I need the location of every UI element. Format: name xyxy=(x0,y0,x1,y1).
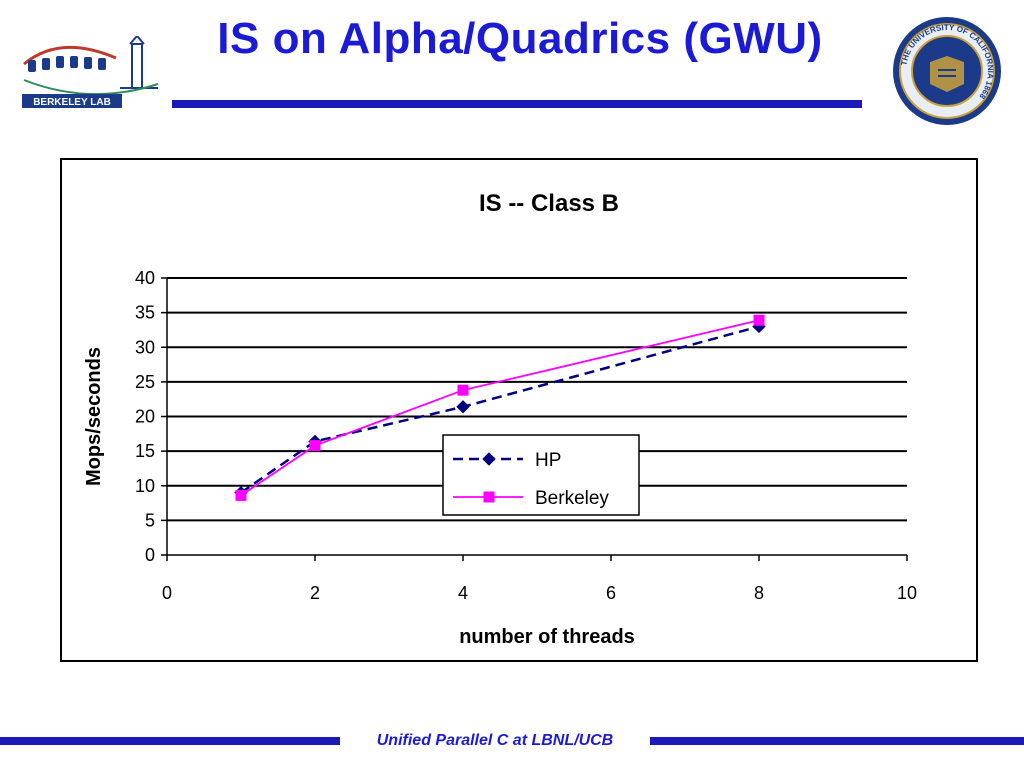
series-line-berkeley xyxy=(240,319,760,497)
berkeley-lab-logo: BERKELEY LAB xyxy=(20,34,160,112)
footer-rule-left xyxy=(0,737,340,745)
lab-logo-text: BERKELEY LAB xyxy=(33,97,111,108)
legend-marker-berkeley xyxy=(483,491,495,503)
legend-box xyxy=(442,434,640,516)
line-chart: IS -- Class B 0 5 10 15 20 25 30 35 40 0 2 4 6 8 10 numb… xyxy=(83,190,917,648)
university-of-california-seal: THE UNIVERSITY OF CALIFORNIA 1868 xyxy=(890,14,1004,128)
y-tick-label: 40 xyxy=(135,268,155,288)
y-tick-label: 10 xyxy=(135,476,155,496)
data-point-hp xyxy=(456,400,470,414)
footer-rule-right xyxy=(650,737,1024,745)
y-tick-label: 25 xyxy=(135,372,155,392)
series-line-hp xyxy=(240,325,760,494)
x-axis-label: number of threads xyxy=(459,626,635,648)
y-tick-label: 15 xyxy=(135,441,155,461)
data-point-berkeley xyxy=(235,489,247,501)
x-tick-label: 2 xyxy=(310,583,320,603)
x-tick-label: 4 xyxy=(458,583,468,603)
slide-title: IS on Alpha/Quadrics (GWU) xyxy=(217,14,823,63)
chart-frame: IS -- Class B 0 5 10 15 20 25 30 35 40 0 2 4 6 8 10 numb… xyxy=(60,158,978,662)
x-tick-label: 6 xyxy=(606,583,616,603)
y-tick-label: 35 xyxy=(135,303,155,323)
data-point-berkeley xyxy=(309,440,321,452)
legend-label-berkeley: Berkeley xyxy=(535,488,609,509)
y-axis-label: Mops/seconds xyxy=(83,347,105,486)
data-point-berkeley xyxy=(753,314,765,326)
y-tick-label: 20 xyxy=(135,407,155,427)
chart-title: IS -- Class B xyxy=(479,190,619,217)
x-tick-label: 8 xyxy=(754,583,764,603)
title-rule xyxy=(172,100,862,108)
data-point-berkeley xyxy=(457,384,469,396)
x-tick-label: 10 xyxy=(897,583,917,603)
y-tick-label: 30 xyxy=(135,337,155,357)
legend-marker-hp xyxy=(482,452,496,466)
footer-text: Unified Parallel C at LBNL/UCB xyxy=(376,732,614,749)
legend-label-hp: HP xyxy=(535,450,561,471)
y-tick-label: 0 xyxy=(145,545,155,565)
y-tick-label: 5 xyxy=(145,510,155,530)
x-tick-label: 0 xyxy=(162,583,172,603)
